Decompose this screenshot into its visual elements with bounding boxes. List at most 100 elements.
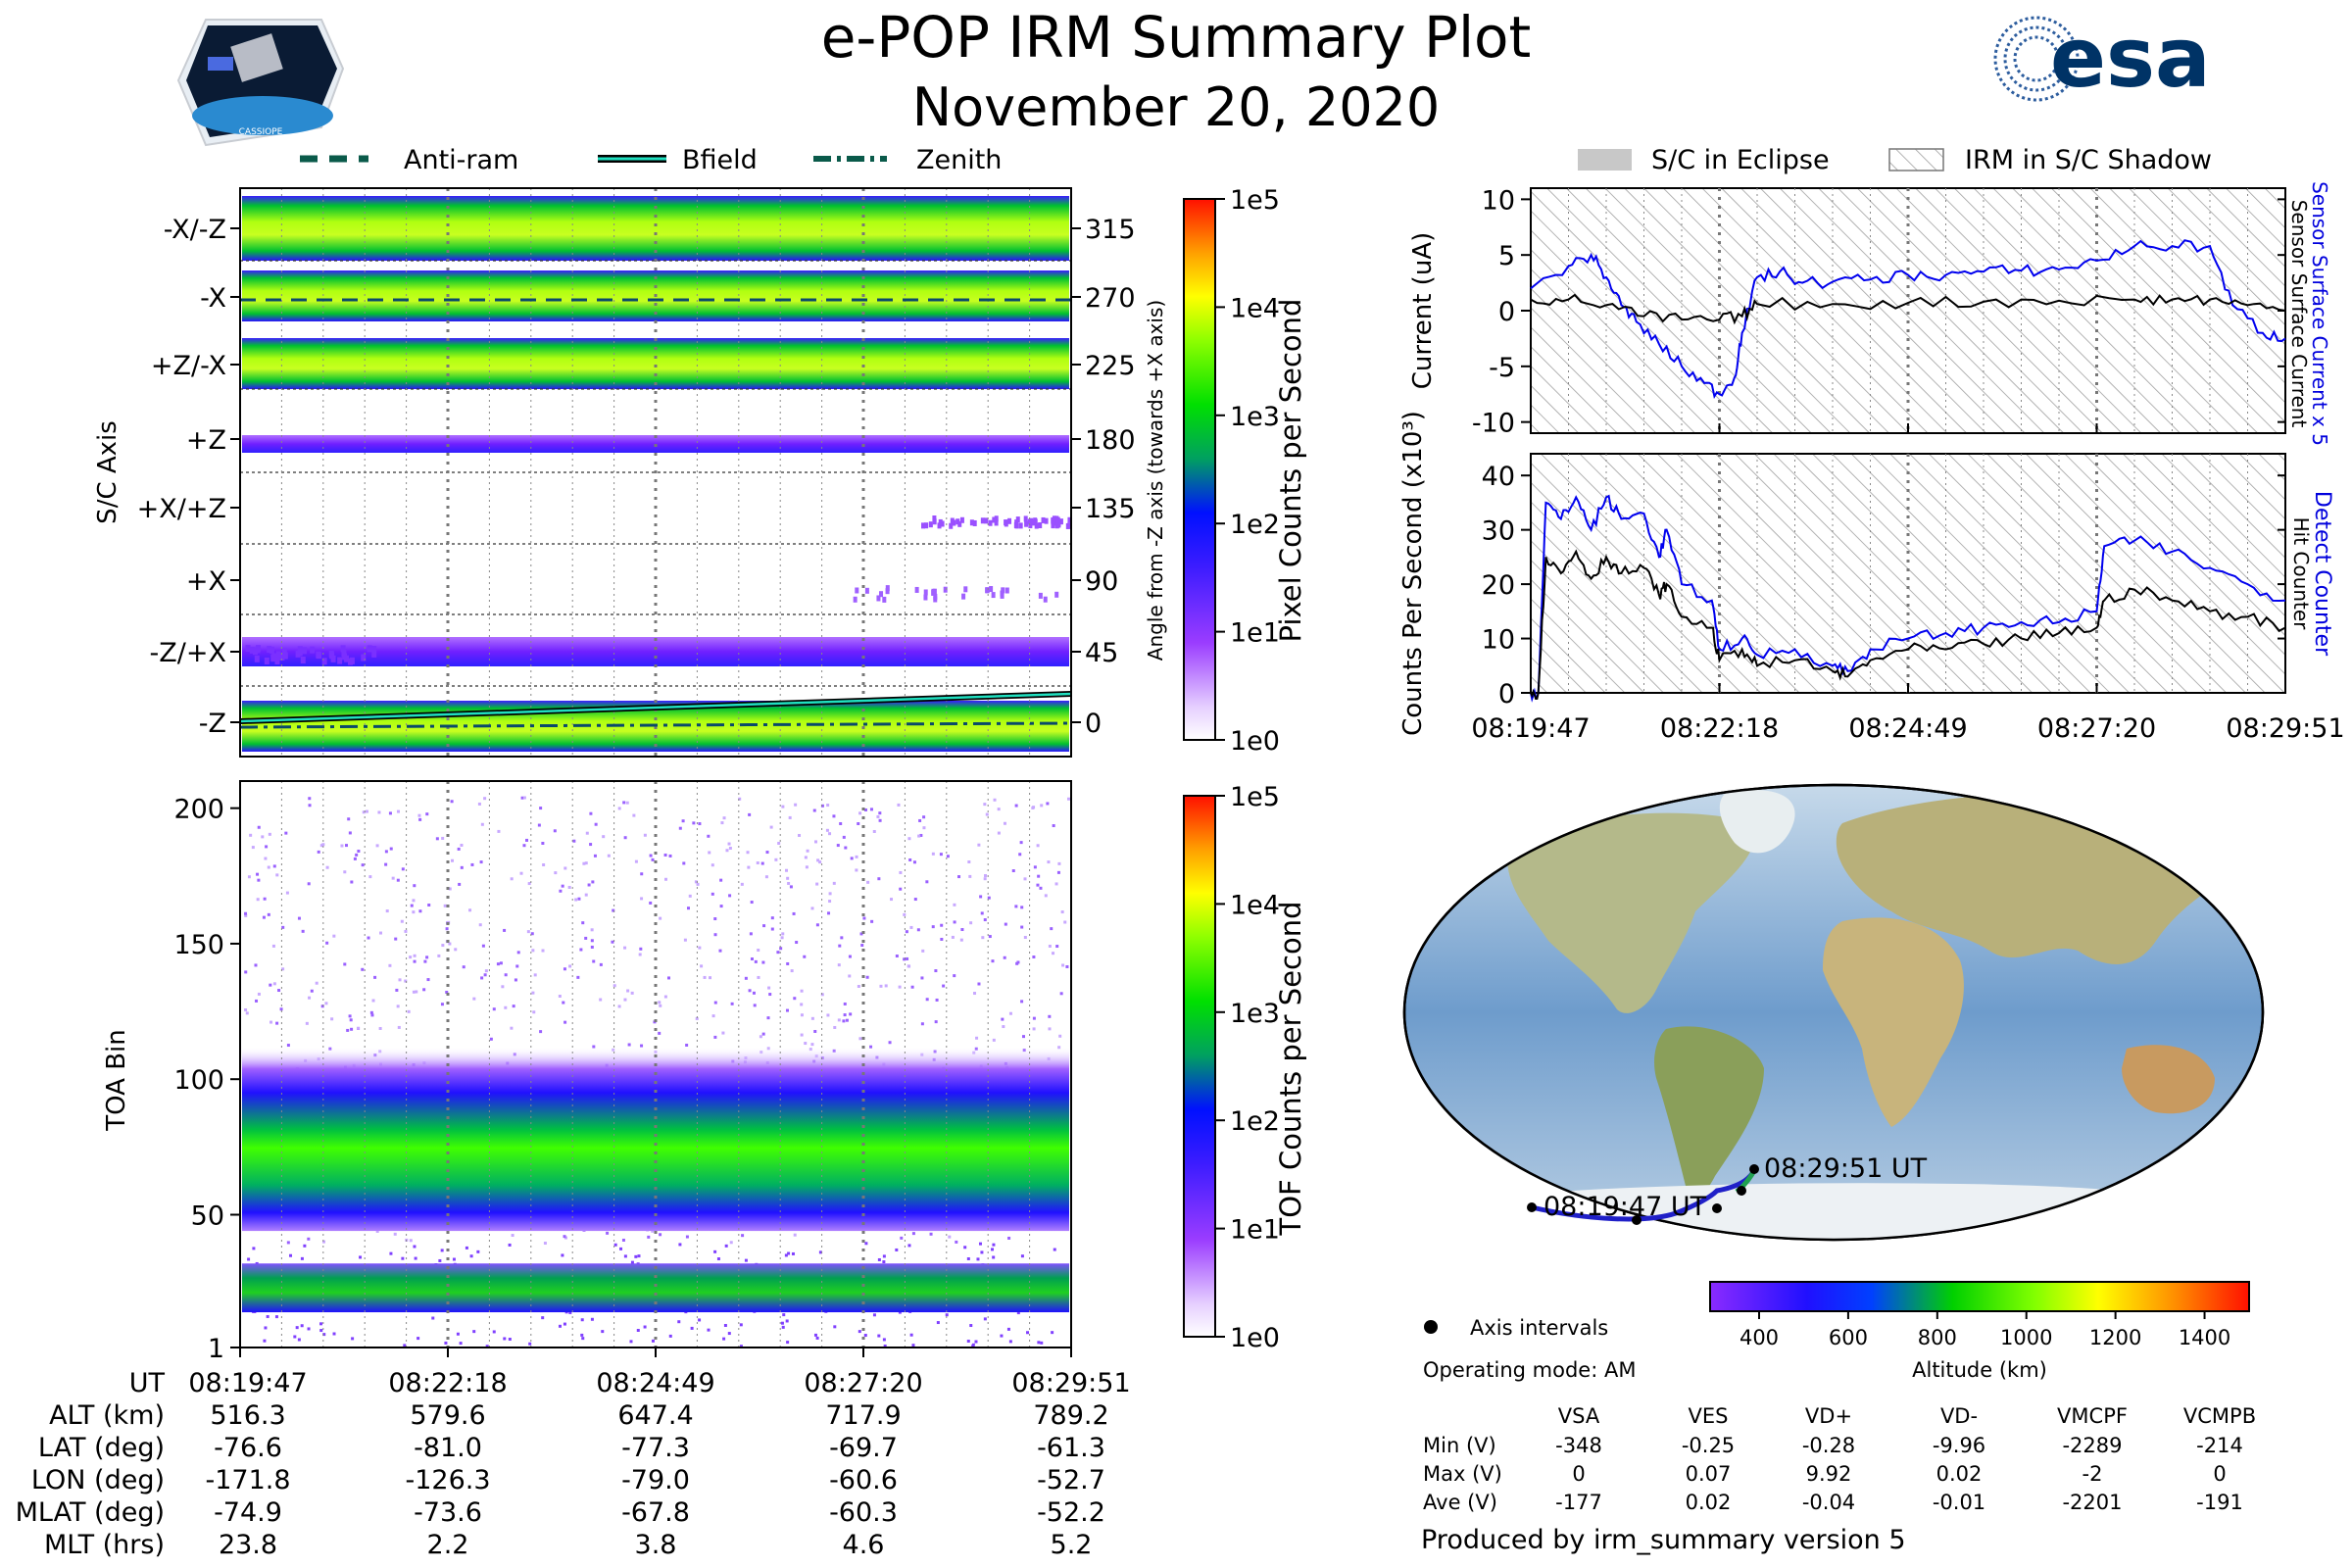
voltage-cell: -0.25 [1682, 1434, 1735, 1457]
tof-noise-dot [838, 944, 842, 948]
pixel-speckle [297, 646, 303, 654]
counts-ticks: 0 10 20 30 40 08:19:47 08:22:18 08:24:49 08:27:2… [1471, 462, 2344, 744]
tof-noise-dot [794, 803, 798, 807]
tof-noise-dot [826, 804, 830, 808]
tof-noise-dot [558, 1324, 562, 1328]
tof-noise-dot [1019, 841, 1023, 845]
tof-noise-dot [1044, 894, 1048, 898]
tof-noise-dot [898, 1310, 902, 1314]
tof-noise-dot [257, 878, 261, 882]
tof-noise-dot [918, 818, 922, 822]
tof-noise-dot [626, 989, 630, 993]
pixel-speckle [1004, 587, 1009, 594]
pixel-speckle [264, 657, 270, 664]
tof-noise-dot [818, 860, 822, 864]
tof-noise-dot [727, 1332, 731, 1336]
pixel-speckle [989, 586, 994, 593]
tof-noise-dot [666, 976, 670, 980]
tof-noise-dot [1002, 1025, 1005, 1029]
tof-noise-dot [347, 817, 351, 821]
tof-noise-dot [510, 1026, 514, 1030]
axis-interval-marker [1632, 1215, 1642, 1225]
tof-noise-dot [320, 1004, 324, 1008]
esa-logo-text: esa [2050, 10, 2211, 106]
tof-noise-dot [977, 843, 981, 847]
tof-noise-dot [1016, 960, 1020, 964]
orbit-cell: 08:27:20 [804, 1368, 922, 1398]
tof-noise-dot [748, 812, 752, 816]
series-line-0 [1530, 494, 2286, 703]
pixel-speckle [279, 654, 285, 662]
tof-noise-dot [457, 847, 461, 851]
tof-noise-dot [798, 833, 802, 837]
tof-noise-dot [748, 989, 752, 993]
tof-noise-dot [396, 878, 400, 882]
axis-interval-marker [1527, 1202, 1537, 1212]
tof-noise-dot [599, 962, 603, 966]
tof-noise-dot [611, 940, 614, 944]
tof-noise-dot [649, 901, 653, 905]
tof-noise-dot [1021, 1035, 1025, 1039]
tof-noise-dot [727, 842, 731, 846]
pixel-speckle [316, 651, 321, 659]
tof-noise-dot [355, 853, 359, 857]
tof-noise-dot [456, 1332, 460, 1336]
voltage-cell: 0.07 [1686, 1462, 1732, 1486]
tof-noise-dot [264, 857, 268, 860]
tof-noise-dot [827, 911, 831, 915]
tof-noise-dot [413, 884, 416, 888]
tof-noise-dot [876, 814, 880, 818]
tof-noise-dot [884, 984, 888, 988]
tof-noise-dot [843, 1002, 847, 1005]
tof-noise-dot [1032, 1027, 1036, 1031]
tof-noise-dot [639, 947, 643, 951]
orbit-cell: -52.7 [1037, 1465, 1105, 1495]
tof-noise-dot [795, 941, 799, 945]
tof-noise-dot [779, 947, 783, 951]
tof-noise-dot [582, 861, 586, 865]
tof-noise-dot [519, 871, 523, 875]
tof-noise-dot [448, 887, 452, 891]
tof-noise-dot [707, 1328, 710, 1332]
tof-noise-dot [404, 979, 408, 983]
tof-noise-dot [321, 843, 325, 847]
tof-noise-dot [468, 908, 472, 912]
pixel-speckle [864, 587, 869, 594]
tof-noise-dot [441, 944, 445, 948]
tof-noise-dot [899, 870, 903, 874]
tof-noise-dot [1014, 905, 1018, 908]
pixel-speckle [344, 655, 350, 662]
tof-noise-dot [324, 1002, 328, 1005]
pixel-speckle [924, 522, 929, 529]
tof-noise-dot [992, 1038, 996, 1042]
pixel-speckle [957, 520, 962, 527]
tof-noise-dot [470, 862, 474, 866]
voltage-cell: -177 [1555, 1491, 1602, 1514]
tof-tick-label: 200 [173, 795, 224, 825]
voltage-col-header: VCMPB [2183, 1404, 2256, 1428]
pixel-speckle [914, 586, 919, 593]
voltage-row-label: Min (V) [1423, 1434, 1496, 1457]
orbit-track [1531, 1167, 1758, 1222]
tof-noise-dot [787, 881, 791, 885]
tof-noise-dot [720, 821, 724, 825]
pixel-grid [240, 188, 1071, 757]
tof-noise-dot [539, 807, 543, 810]
pixel-left-tick-label: +X/+Z [137, 494, 226, 524]
y-tick-label: 20 [1482, 570, 1515, 601]
tof-noise-dot [422, 988, 426, 992]
tof-noise-dot [576, 975, 580, 979]
tof-noise-dot [563, 1322, 566, 1326]
tof-noise-dot [992, 1243, 996, 1247]
tof-noise-dot [858, 1037, 862, 1041]
tof-noise-dot [766, 1016, 770, 1020]
tof-noise-dot [378, 1026, 382, 1030]
tof-noise-dot [713, 1035, 717, 1039]
tof-noise-dot [872, 829, 876, 833]
tof-noise-dot [289, 1253, 293, 1257]
tof-noise-dot [910, 985, 914, 989]
tof-noise-dot [769, 825, 773, 829]
tof-noise-dot [934, 969, 938, 973]
pixel-speckle [1000, 590, 1004, 597]
voltage-row-label: Ave (V) [1423, 1491, 1497, 1514]
